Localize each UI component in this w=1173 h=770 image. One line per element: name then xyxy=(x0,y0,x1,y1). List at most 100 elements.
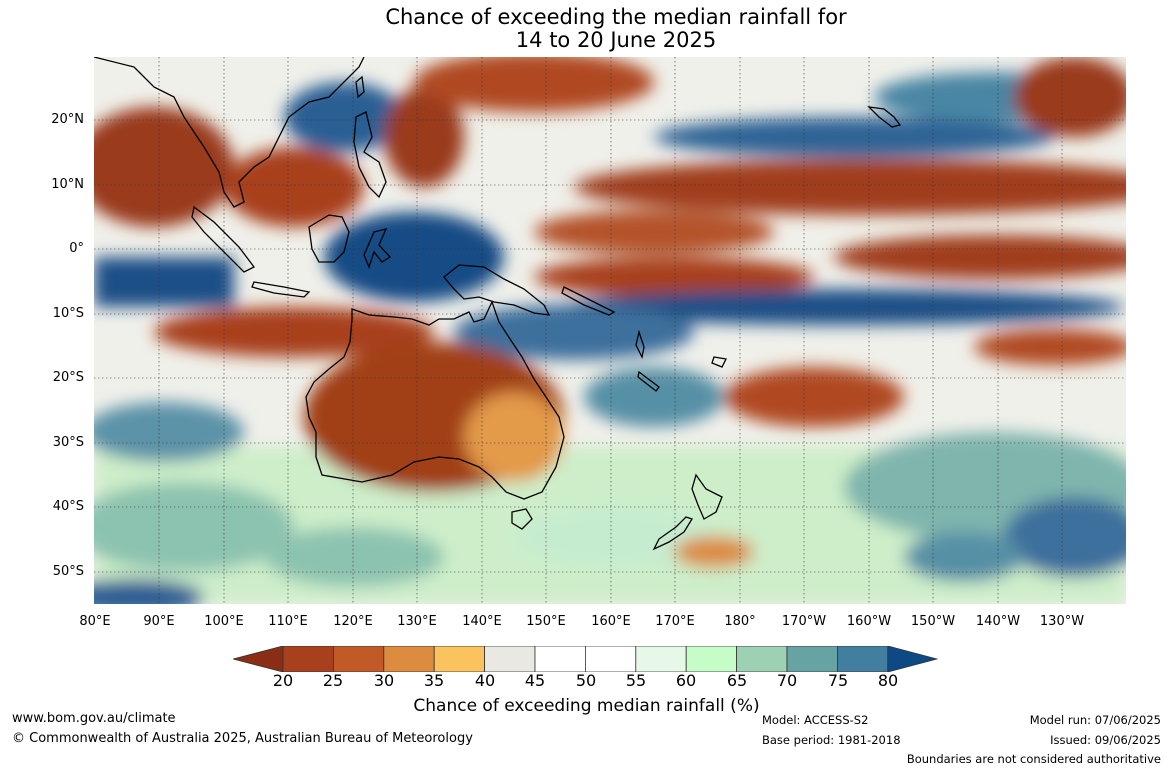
map-canvas xyxy=(94,57,1126,604)
wet-region xyxy=(584,367,724,427)
australia-coastline xyxy=(305,300,565,500)
very-wet-region xyxy=(324,212,504,302)
dry-region xyxy=(674,536,754,568)
longitude-label-140w: 140°W xyxy=(975,614,1021,629)
philippines-coastline xyxy=(353,111,387,199)
colorbar-label: Chance of exceeding median rainfall (%) xyxy=(413,696,760,716)
colorbar-segment-50-55 xyxy=(584,646,637,672)
wet-region xyxy=(94,482,294,572)
dry-region xyxy=(574,159,1126,215)
colorbar-segment-20-25 xyxy=(282,646,334,672)
coastlines xyxy=(94,57,902,551)
dry-region xyxy=(414,57,654,112)
model-run-date: Model run: 07/06/2025 xyxy=(1029,713,1161,727)
sulawesi-coastline xyxy=(363,228,392,269)
new-zealand-south-coastline xyxy=(652,516,693,551)
borneo-coastline xyxy=(308,214,350,263)
very-wet-region xyxy=(654,117,1054,157)
new-guinea-coastline xyxy=(443,264,551,316)
colorbar-tick-75: 75 xyxy=(827,671,849,690)
dry-region xyxy=(464,392,564,482)
colorbar-tick-55: 55 xyxy=(625,671,647,690)
colorbar-tick-20: 20 xyxy=(272,671,294,690)
latitude-label-20n: 20°N xyxy=(51,112,84,127)
colorbar-segment-60-65 xyxy=(685,646,738,672)
map-title-line-1: Chance of exceeding the median rainfall … xyxy=(385,5,847,29)
colorbar-tick-40: 40 xyxy=(474,671,496,690)
colorbar-tick-50: 50 xyxy=(575,671,597,690)
colorbar-segment-70-75 xyxy=(786,646,838,672)
colorbar-segment-35-40 xyxy=(433,646,485,672)
longitude-label-150w: 150°W xyxy=(910,614,956,629)
dry-region xyxy=(834,235,1126,279)
solomon-islands-coastline xyxy=(561,286,616,316)
colorbar-segment-45-50 xyxy=(534,646,586,672)
colorbar-low-extension xyxy=(233,646,284,672)
colorbar-tick-25: 25 xyxy=(322,671,344,690)
longitude-label-100e: 100°E xyxy=(204,614,244,629)
rainfall-probability-map xyxy=(94,57,1126,604)
longitude-label-170w: 170°W xyxy=(781,614,827,629)
mainland-asia-coastline xyxy=(94,57,365,208)
new-caledonia-coastline xyxy=(637,370,660,392)
very-wet-region xyxy=(1004,497,1126,577)
vanuatu-coastline xyxy=(635,329,645,359)
longitude-label-150e: 150°E xyxy=(526,614,566,629)
longitude-label-90e: 90°E xyxy=(143,614,175,629)
colorbar-segment-30-35 xyxy=(383,646,435,672)
dry-region xyxy=(384,87,464,187)
latitude-label-20s: 20°S xyxy=(52,370,84,385)
latitude-label-10s: 10°S xyxy=(52,306,84,321)
model-name: Model: ACCESS-S2 xyxy=(762,713,869,727)
colorbar-tick-70: 70 xyxy=(776,671,798,690)
new-zealand-north-coastline xyxy=(691,473,723,520)
colorbar-segment-75-80 xyxy=(837,646,889,672)
colorbar-tick-60: 60 xyxy=(675,671,697,690)
longitude-label-130e: 130°E xyxy=(397,614,437,629)
wet-region xyxy=(904,532,1024,582)
map-title-line-2: 14 to 20 June 2025 xyxy=(515,28,717,52)
dry-region xyxy=(154,307,434,357)
longitude-label-160e: 160°E xyxy=(591,614,631,629)
longitude-label-180: 180° xyxy=(724,614,756,629)
longitude-label-160w: 160°W xyxy=(846,614,892,629)
colorbar-tick-35: 35 xyxy=(423,671,445,690)
dry-region xyxy=(534,210,774,254)
colorbar-tick-45: 45 xyxy=(524,671,546,690)
website-link[interactable]: www.bom.gov.au/climate xyxy=(12,711,176,726)
colorbar-segment-55-60 xyxy=(635,646,687,672)
longitude-label-120e: 120°E xyxy=(333,614,373,629)
fiji-coastline xyxy=(711,356,727,368)
dry-region xyxy=(94,107,234,227)
longitude-label-80e: 80°E xyxy=(79,614,111,629)
very-wet-region xyxy=(94,257,234,307)
graticule xyxy=(94,57,1126,604)
probability-field xyxy=(94,57,1126,604)
colorbar xyxy=(233,646,938,672)
very-wet-region xyxy=(284,82,404,152)
colorbar-segment-25-30 xyxy=(333,646,385,672)
dry-region xyxy=(534,257,814,297)
hawaii-coastline xyxy=(867,106,902,128)
tasmania-coastline xyxy=(511,508,533,530)
colorbar-tick-80: 80 xyxy=(877,671,899,690)
java-coastline xyxy=(251,281,311,298)
colorbar-segment-40-45 xyxy=(484,646,536,672)
wet-region xyxy=(94,402,244,462)
very-wet-region xyxy=(564,289,1124,325)
latitude-label-10n: 10°N xyxy=(51,177,84,192)
longitude-label-140e: 140°E xyxy=(462,614,502,629)
issued-date: Issued: 09/06/2025 xyxy=(1050,733,1161,747)
dry-region xyxy=(224,147,364,227)
latitude-label-40s: 40°S xyxy=(52,499,84,514)
longitude-label-110e: 110°E xyxy=(268,614,308,629)
longitude-label-130w: 130°W xyxy=(1039,614,1085,629)
latitude-label-equator: 0° xyxy=(69,241,84,256)
boundaries-disclaimer: Boundaries are not considered authoritat… xyxy=(906,752,1161,766)
colorbar-tick-65: 65 xyxy=(726,671,748,690)
wet-region xyxy=(514,507,714,567)
sumatra-coastline xyxy=(191,205,255,273)
dry-region xyxy=(974,329,1126,365)
dry-region xyxy=(1014,57,1126,137)
copyright-notice: © Commonwealth of Australia 2025, Austra… xyxy=(12,731,473,746)
